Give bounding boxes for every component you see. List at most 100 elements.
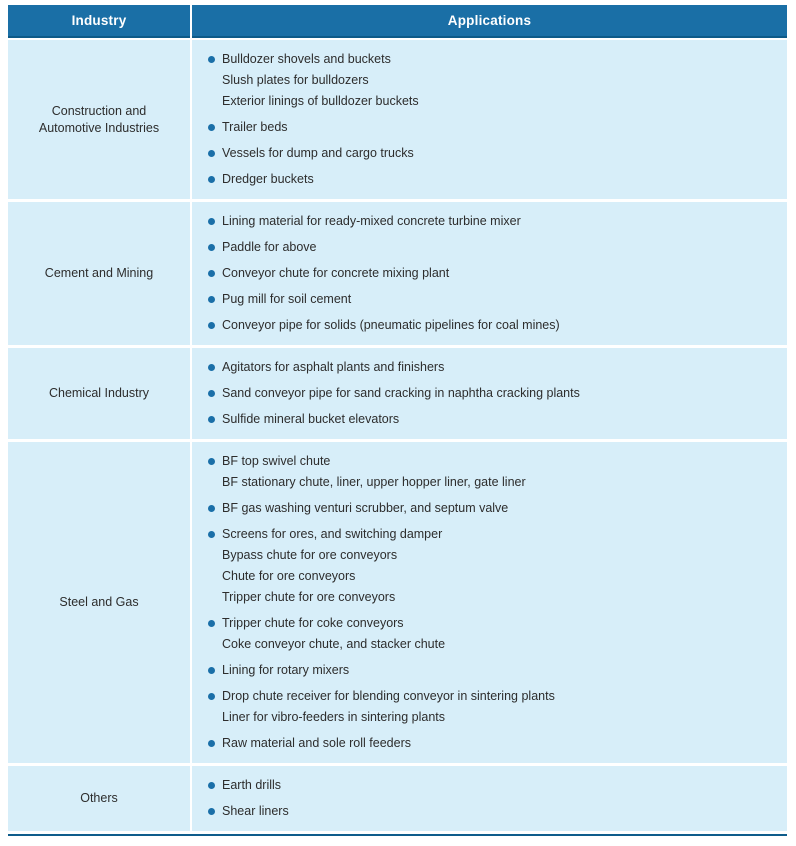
application-text: Vessels for dump and cargo trucks	[222, 146, 414, 160]
table-body: Construction and Automotive Industries Bu…	[8, 40, 787, 831]
application-group: Tripper chute for coke conveyors Coke con…	[208, 613, 777, 655]
application-text: Lining material for ready-mixed concrete…	[222, 214, 521, 228]
bullet-icon	[208, 218, 215, 225]
application-line: Exterior linings of bulldozer buckets	[208, 91, 777, 112]
industry-label: Chemical Industry	[48, 386, 150, 400]
bullet-icon	[208, 150, 215, 157]
application-line: Tripper chute for coke conveyors	[208, 613, 777, 634]
application-line: Bulldozer shovels and buckets	[208, 49, 777, 70]
table-row: Chemical Industry Agitators for asphalt p…	[8, 348, 787, 439]
applications-cell: Agitators for asphalt plants and finishe…	[192, 348, 787, 439]
application-text: Coke conveyor chute, and stacker chute	[222, 637, 446, 651]
bullet-icon	[208, 176, 215, 183]
application-group: Drop chute receiver for blending conveyo…	[208, 686, 777, 728]
bullet-icon	[208, 458, 215, 465]
application-text: Exterior linings of bulldozer buckets	[222, 94, 419, 108]
industry-cell: Cement and Mining	[8, 202, 190, 345]
application-line: Screens for ores, and switching damper	[208, 524, 777, 545]
application-text: Sand conveyor pipe for sand cracking in …	[222, 386, 580, 400]
application-text: Slush plates for bulldozers	[222, 73, 369, 87]
industry-cell: Construction and Automotive Industries	[8, 40, 190, 199]
industry-label: Steel and Gas	[59, 595, 139, 609]
application-line: Sand conveyor pipe for sand cracking in …	[208, 383, 777, 404]
table-row: Others Earth drills Shear liners	[8, 766, 787, 831]
bullet-icon	[208, 531, 215, 538]
application-group: BF gas washing venturi scrubber, and sep…	[208, 498, 777, 519]
application-text: BF stationary chute, liner, upper hopper…	[222, 475, 526, 489]
applications-column-header: Applications	[192, 5, 787, 38]
application-text: Raw material and sole roll feeders	[222, 736, 411, 750]
application-text: Agitators for asphalt plants and finishe…	[222, 360, 445, 374]
application-text: Tripper chute for ore conveyors	[222, 590, 396, 604]
application-line: Tripper chute for ore conveyors	[208, 587, 777, 608]
table-header-row: Industry Applications	[8, 5, 787, 38]
application-text: Bulldozer shovels and buckets	[222, 52, 391, 66]
application-text: Earth drills	[222, 778, 282, 792]
bullet-icon	[208, 390, 215, 397]
application-group: Screens for ores, and switching damper By…	[208, 524, 777, 608]
industry-label: Cement and Mining	[44, 266, 154, 280]
application-group: Sulfide mineral bucket elevators	[208, 409, 777, 430]
application-group: Vessels for dump and cargo trucks	[208, 143, 777, 164]
bullet-icon	[208, 244, 215, 251]
application-text: Conveyor chute for concrete mixing plant	[222, 266, 450, 280]
application-group: Conveyor chute for concrete mixing plant	[208, 263, 777, 284]
applications-header-label: Applications	[447, 13, 532, 28]
application-text: Screens for ores, and switching damper	[222, 527, 443, 541]
application-line: Drop chute receiver for blending conveyo…	[208, 686, 777, 707]
application-line: Chute for ore conveyors	[208, 566, 777, 587]
industry-header-label: Industry	[71, 13, 127, 28]
bullet-icon	[208, 56, 215, 63]
application-group: Lining for rotary mixers	[208, 660, 777, 681]
application-group: Raw material and sole roll feeders	[208, 733, 777, 754]
application-text: BF gas washing venturi scrubber, and sep…	[222, 501, 509, 515]
application-text: Dredger buckets	[222, 172, 314, 186]
industry-cell: Steel and Gas	[8, 442, 190, 763]
application-line: Liner for vibro-feeders in sintering pla…	[208, 707, 777, 728]
industry-label: Others	[80, 791, 118, 805]
application-line: Vessels for dump and cargo trucks	[208, 143, 777, 164]
application-group: BF top swivel chute BF stationary chute, …	[208, 451, 777, 493]
application-line: Pug mill for soil cement	[208, 289, 777, 310]
application-line: Slush plates for bulldozers	[208, 70, 777, 91]
applications-cell: Earth drills Shear liners	[192, 766, 787, 831]
application-group: Shear liners	[208, 801, 777, 822]
application-text: Lining for rotary mixers	[222, 663, 350, 677]
bullet-icon	[208, 124, 215, 131]
application-text: BF top swivel chute	[222, 454, 331, 468]
application-text: Pug mill for soil cement	[222, 292, 352, 306]
bullet-icon	[208, 364, 215, 371]
application-line: Sulfide mineral bucket elevators	[208, 409, 777, 430]
application-line: Raw material and sole roll feeders	[208, 733, 777, 754]
application-line: Dredger buckets	[208, 169, 777, 190]
application-text: Bypass chute for ore conveyors	[222, 548, 398, 562]
application-text: Conveyor pipe for solids (pneumatic pipe…	[222, 318, 560, 332]
application-line: BF gas washing venturi scrubber, and sep…	[208, 498, 777, 519]
application-text: Tripper chute for coke conveyors	[222, 616, 404, 630]
industry-applications-table: Industry Applications Construction and A…	[8, 5, 787, 836]
application-text: Drop chute receiver for blending conveyo…	[222, 689, 555, 703]
bullet-icon	[208, 322, 215, 329]
application-group: Dredger buckets	[208, 169, 777, 190]
table-row: Construction and Automotive Industries Bu…	[8, 40, 787, 199]
application-text: Shear liners	[222, 804, 289, 818]
bullet-icon	[208, 693, 215, 700]
application-group: Pug mill for soil cement	[208, 289, 777, 310]
industry-column-header: Industry	[8, 5, 190, 38]
application-text: Trailer beds	[222, 120, 288, 134]
application-text: Chute for ore conveyors	[222, 569, 356, 583]
application-line: Coke conveyor chute, and stacker chute	[208, 634, 777, 655]
industry-label: Construction and Automotive Industries	[38, 103, 160, 135]
applications-cell: Bulldozer shovels and buckets Slush plate…	[192, 40, 787, 199]
application-line: Conveyor pipe for solids (pneumatic pipe…	[208, 315, 777, 336]
application-text: Sulfide mineral bucket elevators	[222, 412, 400, 426]
bullet-icon	[208, 620, 215, 627]
application-line: Conveyor chute for concrete mixing plant	[208, 263, 777, 284]
bullet-icon	[208, 270, 215, 277]
application-line: Paddle for above	[208, 237, 777, 258]
table-bottom-rule	[8, 834, 787, 836]
application-group: Paddle for above	[208, 237, 777, 258]
application-text: Paddle for above	[222, 240, 317, 254]
application-text: Liner for vibro-feeders in sintering pla…	[222, 710, 446, 724]
application-line: BF top swivel chute	[208, 451, 777, 472]
